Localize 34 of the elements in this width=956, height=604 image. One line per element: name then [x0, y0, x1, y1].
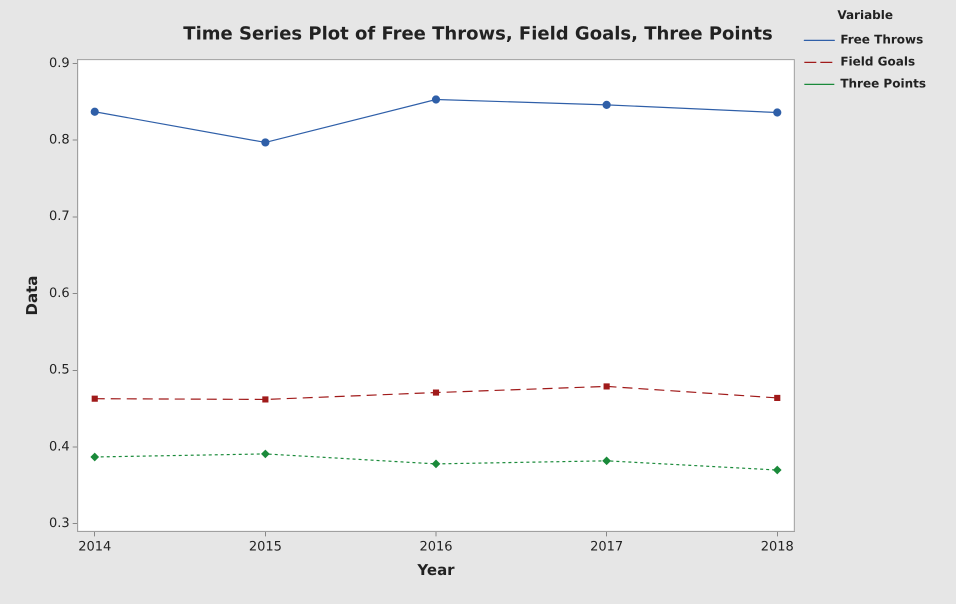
y-tick-label: 0.6: [48, 286, 70, 301]
x-tick-label: 2014: [78, 540, 112, 555]
y-tick-label: 0.7: [48, 209, 70, 224]
point: [92, 396, 98, 402]
point: [432, 389, 440, 396]
point: [261, 450, 270, 458]
point: [90, 452, 99, 462]
point: [90, 108, 99, 116]
point: [602, 100, 611, 109]
point: [602, 456, 611, 465]
point: [432, 95, 440, 104]
y-tick-label: 0.9: [48, 56, 70, 71]
legend-title: Variable: [837, 8, 894, 22]
chart-title: Time Series Plot of Free Throws, Field Goals, Three Points: [183, 23, 773, 44]
x-tick-label: 2015: [248, 540, 282, 555]
x-tick-label: 2016: [419, 540, 453, 555]
y-tick-label: 0.8: [48, 132, 70, 148]
point: [773, 466, 782, 474]
x-tick-label: 2017: [590, 540, 624, 555]
point: [432, 460, 440, 468]
point: [262, 396, 268, 403]
y-tick-label: 0.3: [48, 516, 70, 532]
point: [604, 383, 610, 390]
y-axis-title: Data: [22, 276, 41, 316]
point: [261, 138, 270, 147]
legend-label: Free Throws: [840, 32, 924, 47]
y-tick-label: 0.5: [48, 362, 70, 378]
x-axis-title: Year: [416, 560, 456, 579]
point: [773, 108, 782, 117]
y-tick-label: 0.4: [48, 439, 70, 454]
point: [774, 394, 780, 401]
legend-label: Three Points: [840, 76, 926, 91]
x-tick-label: 2018: [760, 540, 794, 555]
legend-label: Field Goals: [840, 54, 916, 69]
